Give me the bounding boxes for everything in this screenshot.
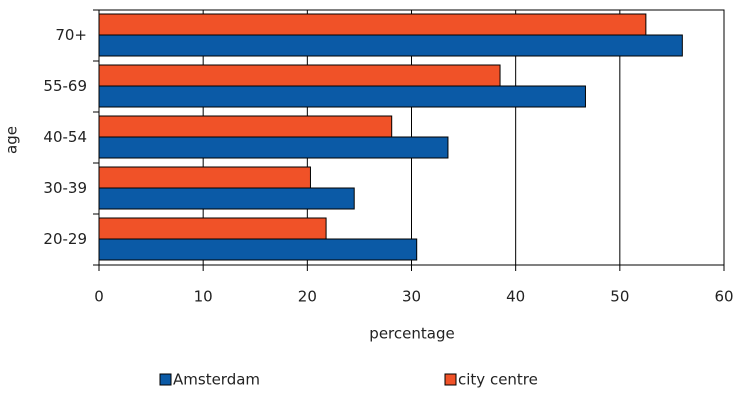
legend-label: Amsterdam [173,371,260,389]
bar [98,238,418,261]
bar [98,187,355,210]
x-tick-label: 60 [714,288,733,306]
x-tick-label: 50 [610,288,629,306]
bar [98,115,393,138]
x-tick-label: 40 [506,288,525,306]
legend-swatch [444,373,457,386]
x-tick-label: 30 [402,288,421,306]
x-tick-label: 20 [298,288,317,306]
x-axis-label: percentage [369,325,454,343]
bar [98,166,311,189]
bar [98,64,501,87]
bar [98,34,683,57]
legend-label: city centre [458,371,538,389]
bar [98,13,647,36]
legend-swatch [159,373,172,386]
y-axis-label: age [3,126,21,154]
bar [98,217,327,240]
y-tick-label: 30-39 [43,179,87,197]
y-tick-label: 40-54 [43,128,87,146]
x-tick-label: 10 [194,288,213,306]
bar [98,136,449,159]
bar [98,85,586,108]
y-tick-label: 70+ [55,26,87,44]
y-tick-label: 20-29 [43,230,87,248]
x-tick-label: 0 [94,288,104,306]
y-tick-label: 55-69 [43,77,87,95]
